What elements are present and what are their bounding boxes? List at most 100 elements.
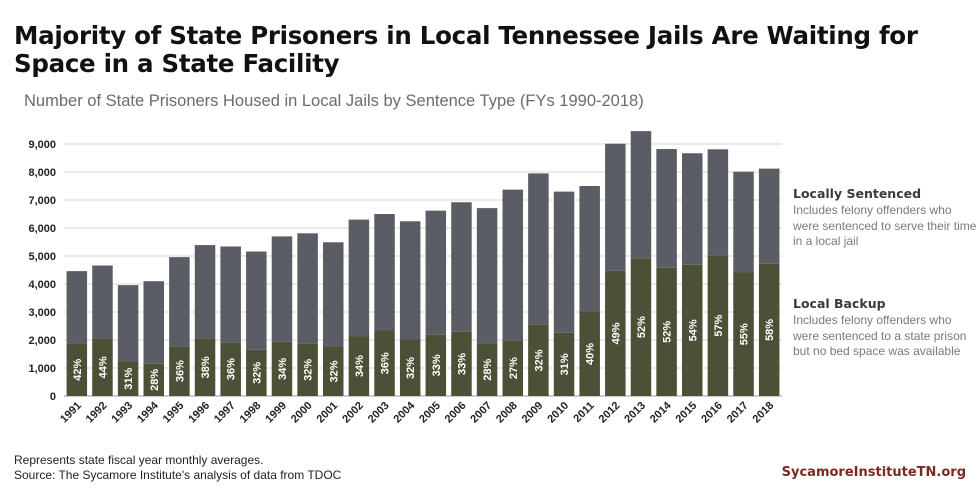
- bar-locally-sentenced: [246, 251, 267, 350]
- bar-percent-label: 44%: [97, 356, 109, 378]
- bar-percent-label: 55%: [739, 323, 751, 345]
- legend-locally-sentenced-title: Locally Sentenced: [793, 186, 922, 201]
- x-tick-label: 2013: [622, 400, 648, 426]
- bar-percent-label: 28%: [482, 358, 494, 380]
- bar-percent-label: 34%: [354, 355, 366, 377]
- bar-locally-sentenced: [528, 173, 549, 325]
- bar-percent-label: 42%: [72, 358, 84, 380]
- bar-local-backup: [528, 324, 549, 396]
- bar-locally-sentenced: [451, 202, 472, 332]
- bar-percent-label: 32%: [328, 360, 340, 382]
- bar-locally-sentenced: [143, 281, 164, 364]
- x-tick-label: 1996: [186, 400, 212, 426]
- bar-local-backup: [425, 334, 447, 396]
- bar-locally-sentenced: [194, 245, 216, 339]
- x-tick-label: 2009: [520, 400, 546, 426]
- x-tick-label: 2002: [340, 400, 366, 426]
- legend-local-backup-description: Includes felony offenders who were sente…: [793, 313, 967, 358]
- brand-logo-text: SycamoreInstituteTN.org: [781, 465, 966, 480]
- bar-percent-label: 38%: [200, 356, 212, 378]
- y-tick-label: 9,000: [28, 139, 56, 151]
- legend-local-backup-title: Local Backup: [793, 296, 886, 311]
- bar-local-backup: [66, 343, 88, 396]
- bar-percent-label: 31%: [559, 353, 571, 375]
- bar-percent-label: 57%: [713, 314, 725, 336]
- x-tick-label: 1994: [135, 399, 161, 425]
- bar-locally-sentenced: [323, 242, 344, 347]
- bar-percent-label: 54%: [687, 319, 699, 341]
- bar-local-backup: [630, 258, 652, 396]
- bars: 42% 44% 31% 28% 36% 38% 36% 32% 34% 32% 32% 34% 36% 3…: [66, 131, 780, 396]
- bar-local-backup: [682, 264, 703, 396]
- bar-local-backup: [553, 332, 575, 396]
- y-tick-label: 8,000: [28, 167, 56, 179]
- bar-locally-sentenced: [374, 214, 395, 331]
- bar-locally-sentenced: [92, 265, 113, 339]
- bar-local-backup: [323, 347, 344, 396]
- bar-local-backup: [502, 340, 523, 396]
- bar-percent-label: 33%: [456, 353, 468, 375]
- y-tick-label: 6,000: [28, 223, 56, 235]
- bar-locally-sentenced: [758, 168, 780, 264]
- chart-subtitle: Number of State Prisoners Housed in Loca…: [24, 92, 644, 110]
- bar-percent-label: 52%: [636, 316, 648, 338]
- x-tick-label: 2007: [468, 400, 494, 426]
- x-tick-label: 2016: [699, 400, 725, 426]
- bar-percent-label: 32%: [405, 357, 417, 379]
- bar-locally-sentenced: [425, 210, 447, 335]
- x-tick-label: 2006: [443, 400, 469, 426]
- x-tick-label: 1993: [109, 400, 135, 426]
- bar-locally-sentenced: [630, 131, 652, 259]
- bar-local-backup: [733, 272, 754, 396]
- legend-locally-sentenced-description: Includes felony offenders who were sente…: [793, 203, 977, 248]
- bar-locally-sentenced: [66, 271, 88, 344]
- bar-local-backup: [220, 342, 241, 396]
- bar-local-backup: [194, 338, 216, 396]
- bar-locally-sentenced: [297, 233, 318, 344]
- bar-locally-sentenced: [733, 171, 754, 273]
- bar-percent-label: 58%: [764, 319, 776, 341]
- y-axis: 0 1,000 2,000 3,000 4,000 5,000 6,000 7,000 8,00…: [28, 139, 56, 403]
- footnote-source: Source: The Sycamore Institute's analysi…: [14, 468, 342, 482]
- x-tick-label: 2005: [417, 400, 443, 426]
- footnote-note: Represents state fiscal year monthly ave…: [14, 453, 264, 467]
- bar-percent-label: 31%: [123, 368, 135, 390]
- x-tick-label: 2015: [674, 400, 700, 426]
- bar-percent-label: 28%: [149, 369, 161, 391]
- bar-locally-sentenced: [579, 186, 600, 312]
- bar-local-backup: [758, 263, 780, 396]
- bar-locally-sentenced: [271, 236, 293, 342]
- bar-local-backup: [271, 341, 293, 396]
- x-tick-label: 1992: [84, 400, 110, 426]
- y-tick-label: 3,000: [28, 307, 56, 319]
- bar-percent-label: 36%: [174, 360, 186, 382]
- bar-local-backup: [246, 349, 267, 396]
- x-tick-label: 2001: [315, 400, 341, 426]
- bar-local-backup: [656, 267, 677, 396]
- bar-local-backup: [605, 270, 626, 396]
- x-tick-label: 1997: [212, 400, 238, 426]
- bar-percent-label: 32%: [303, 359, 315, 381]
- y-tick-label: 5,000: [28, 251, 56, 263]
- bar-locally-sentenced: [220, 246, 241, 343]
- x-tick-label: 2014: [648, 399, 674, 425]
- y-tick-label: 2,000: [28, 335, 56, 347]
- x-tick-label: 2008: [494, 400, 520, 426]
- bar-local-backup: [476, 343, 498, 396]
- bar-local-backup: [579, 312, 600, 396]
- bar-percent-label: 52%: [662, 321, 674, 343]
- bar-locally-sentenced: [707, 149, 729, 256]
- footnote: Represents state fiscal year monthly ave…: [14, 453, 341, 483]
- bar-locally-sentenced: [169, 257, 190, 347]
- bar-percent-label: 33%: [431, 354, 443, 376]
- bar-percent-label: 49%: [610, 322, 622, 344]
- bar-percent-label: 32%: [533, 349, 545, 371]
- x-tick-label: 2003: [366, 400, 392, 426]
- bar-local-backup: [707, 255, 729, 396]
- x-tick-label: 1991: [58, 400, 84, 426]
- bar-percent-label: 36%: [380, 352, 392, 374]
- x-tick-label: 1999: [263, 400, 289, 426]
- y-tick-label: 4,000: [28, 279, 56, 291]
- x-axis: 1991 1992 1993 1994 1995 1996 1997 1998 1999 2000…: [58, 399, 776, 425]
